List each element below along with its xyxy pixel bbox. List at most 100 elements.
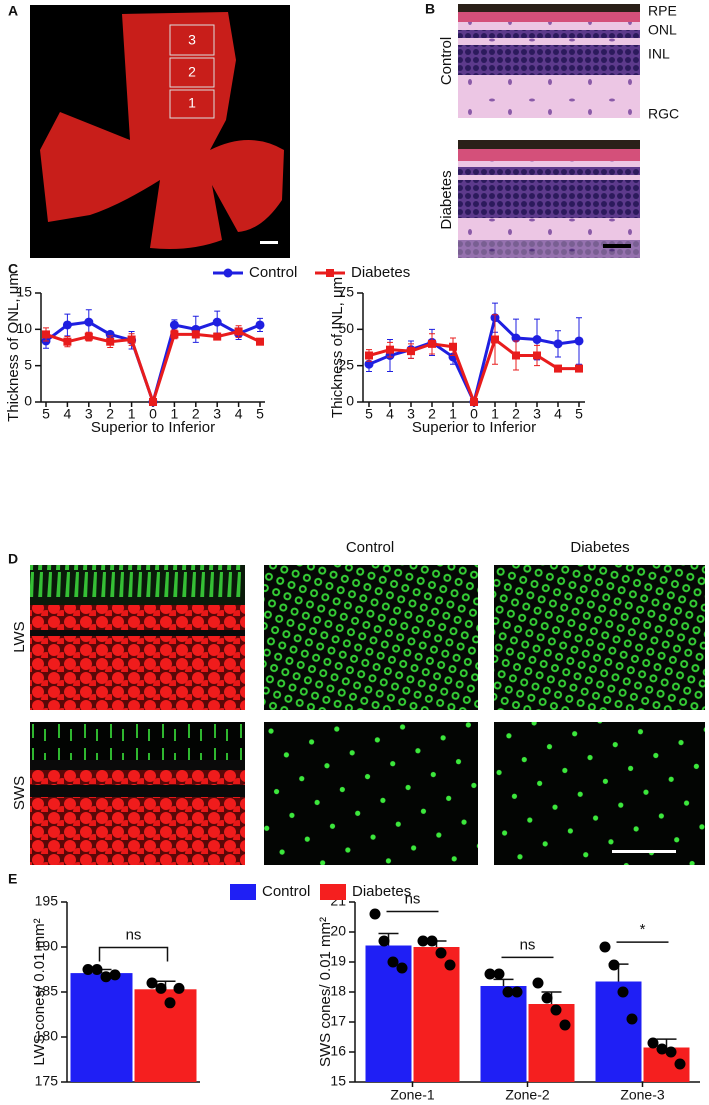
marker <box>553 339 563 349</box>
legend-label: Control <box>262 883 310 900</box>
y-tick-label: 5 <box>24 356 32 372</box>
marker <box>491 335 499 344</box>
histology-image <box>458 4 640 258</box>
data-point <box>369 908 381 920</box>
data-point <box>173 982 185 994</box>
marker <box>170 330 179 339</box>
y-axis-label: Thickness of ONL, μm <box>5 273 22 422</box>
data-point <box>146 977 158 989</box>
x-tick-label: 1 <box>449 406 457 422</box>
y-tick-label: 20 <box>330 923 346 939</box>
data-point <box>599 941 611 953</box>
data-point <box>665 1046 677 1058</box>
x-tick-label: 2 <box>428 406 436 422</box>
x-tick-label: 4 <box>64 406 72 422</box>
x-tick-label: 3 <box>533 406 541 422</box>
y-tick-label: 18 <box>330 983 346 999</box>
marker <box>365 351 373 360</box>
x-tick-label: 0 <box>149 406 157 422</box>
marker <box>532 335 542 345</box>
data-point <box>617 986 629 998</box>
bar <box>70 973 133 1082</box>
x-axis-label: Superior to Inferior <box>91 419 215 436</box>
y-tick-label: 75 <box>338 284 354 300</box>
retina-image: 3 2 1 <box>30 5 290 258</box>
x-axis-label: Superior to Inferior <box>412 419 536 436</box>
data-point <box>502 986 514 998</box>
marker <box>127 335 136 344</box>
y-tick-label: 50 <box>338 320 354 336</box>
marker <box>234 327 243 336</box>
y-tick-label: 15 <box>330 1073 346 1089</box>
data-point <box>626 1013 638 1025</box>
column-label: Control <box>346 539 394 556</box>
x-tick-label: 5 <box>256 406 264 422</box>
marker <box>149 398 157 406</box>
significance-label: ns <box>405 890 421 907</box>
x-tick-label: 3 <box>407 406 415 422</box>
data-point <box>426 935 438 947</box>
bar <box>480 986 527 1082</box>
x-tick-label: 4 <box>554 406 562 422</box>
marker <box>386 345 394 354</box>
marker <box>105 329 115 339</box>
y-axis-label: SWS cones/ 0.01 mm² <box>317 917 334 1067</box>
row-label: SWS <box>11 776 28 810</box>
x-tick-label: 2 <box>192 406 200 422</box>
y-tick-label: 16 <box>330 1043 346 1059</box>
marker <box>575 364 583 373</box>
error-bar <box>493 978 514 986</box>
panel-letter: C <box>8 261 18 277</box>
y-tick-label: 185 <box>35 983 59 999</box>
data-point <box>608 959 620 971</box>
significance-label: * <box>640 921 646 938</box>
data-point <box>435 947 447 959</box>
data-point <box>155 982 167 994</box>
x-tick-label: 0 <box>470 406 478 422</box>
data-point <box>164 997 176 1009</box>
panel-letter: E <box>8 871 17 887</box>
layer-label: INL <box>648 46 670 62</box>
data-point <box>100 971 112 983</box>
x-tick-label: 4 <box>386 406 394 422</box>
marker <box>407 347 415 356</box>
marker <box>84 317 94 327</box>
data-point <box>378 935 390 947</box>
x-tick-label: 2 <box>106 406 114 422</box>
y-axis-label: LWS cones/ 0.01 mm² <box>31 918 48 1065</box>
y-tick-label: 0 <box>24 393 32 409</box>
marker <box>364 359 374 369</box>
marker <box>212 317 222 327</box>
legend-swatch <box>320 884 346 900</box>
data-point <box>656 1043 668 1055</box>
data-point <box>387 956 399 968</box>
x-tick-label: 5 <box>575 406 583 422</box>
marker <box>63 337 72 346</box>
y-tick-label: 25 <box>338 356 354 372</box>
layer-label: ONL <box>648 22 677 38</box>
layer-label: RGC <box>648 106 679 122</box>
layer-label: RPE <box>648 3 677 19</box>
x-tick-label: 5 <box>365 406 373 422</box>
marker <box>428 339 436 348</box>
zone-label: 2 <box>188 64 196 80</box>
panel-letter: B <box>425 1 435 17</box>
group-label: Control <box>438 37 455 85</box>
significance-label: ns <box>126 926 142 943</box>
marker <box>106 337 115 346</box>
bar <box>595 981 642 1082</box>
series-line <box>368 314 580 407</box>
y-tick-label: 190 <box>35 938 59 954</box>
x-tick-label: Zone-1 <box>390 1087 435 1103</box>
data-point <box>91 964 103 975</box>
marker <box>213 332 222 341</box>
marker <box>554 364 562 373</box>
marker <box>574 336 584 346</box>
marker <box>191 330 200 339</box>
data-point <box>444 959 456 971</box>
x-tick-label: 3 <box>85 406 93 422</box>
marker <box>255 320 265 330</box>
y-tick-label: 15 <box>16 284 32 300</box>
bar <box>528 1004 575 1082</box>
